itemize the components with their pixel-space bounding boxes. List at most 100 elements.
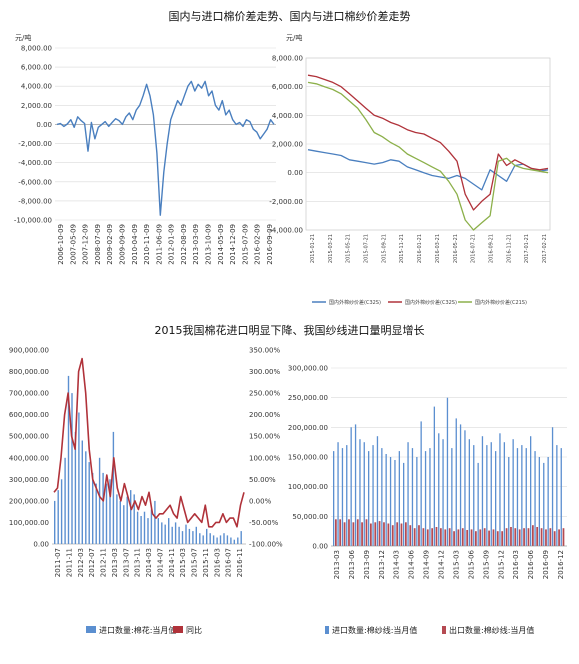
- cotton-import-bar: [226, 535, 229, 544]
- yarn-trade-export-bar: [510, 527, 512, 546]
- yarn-spread-x-tick: 2016-03-21: [435, 234, 441, 263]
- yarn-trade-legend-swatch: [325, 626, 329, 634]
- cotton-spread-y-tick: -6,000.00: [18, 178, 52, 186]
- yarn-trade-export-bar: [479, 529, 482, 546]
- cotton-import-y-tick: 700,000.00: [9, 390, 49, 398]
- yarn-trade-export-bar: [426, 529, 429, 546]
- yarn-spread-x-tick: 2017-01-21: [524, 234, 530, 263]
- yarn-trade-export-bar: [562, 528, 565, 546]
- cotton-spread-plot-frame: [55, 48, 276, 220]
- yarn-trade-export-bar: [532, 525, 534, 546]
- cotton-import-bar: [98, 457, 101, 544]
- cotton-import-y-tick: 900,000.00: [9, 347, 49, 355]
- cotton-import-bar: [230, 537, 232, 544]
- yarn-trade-export-bar: [475, 531, 477, 546]
- cotton-import-bar: [195, 526, 197, 544]
- cotton-import-y2-tick: -100.00%: [249, 541, 283, 549]
- cotton-spread-y-tick: 6,000.00: [21, 64, 52, 72]
- yarn-trade-import-bar: [442, 439, 444, 546]
- cotton-spread-unit: 元/吨: [15, 33, 31, 42]
- yarn-trade-export-bar: [378, 521, 381, 546]
- yarn-spread-series-line-1: [307, 74, 549, 211]
- yarn-trade-export-bar: [400, 523, 403, 546]
- yarn-spread-x-tick: 2015-03-21: [328, 234, 334, 263]
- cotton-spread-x-tick: 2015-07-09: [241, 224, 249, 265]
- yarn-trade-export-bar: [396, 522, 399, 546]
- yarn-trade-import-bar: [407, 442, 409, 546]
- yarn-trade-export-bar: [536, 527, 539, 546]
- cotton-import-bar: [185, 524, 187, 544]
- yarn-trade-x-tick: 2014-09: [423, 550, 431, 579]
- cotton-import-x-tick: 2014-11: [168, 548, 176, 577]
- yarn-trade-export-bar: [339, 519, 342, 546]
- yarn-trade-export-bar: [514, 528, 517, 546]
- cotton-spread-x-tick: 2009-09-09: [118, 224, 126, 265]
- yarn-trade-x-tick: 2013-03: [333, 550, 341, 579]
- cotton-import-x-tick: 2011-11: [65, 548, 73, 577]
- cotton-import-bar: [112, 431, 115, 544]
- cotton-import-bar: [171, 526, 173, 544]
- cotton-spread-y-tick: 4,000.00: [21, 83, 52, 91]
- cotton-import-bar: [209, 533, 211, 544]
- yarn-trade-export-bar: [361, 522, 363, 546]
- cotton-import-bar: [109, 479, 111, 544]
- cotton-import-x-tick: 2015-03: [179, 548, 187, 577]
- yarn-trade-legend-label: 进口数量:棉纱线:当月值: [332, 625, 417, 635]
- yarn-trade-export-bar: [374, 522, 377, 546]
- yarn-trade-export-bar: [453, 531, 455, 546]
- cotton-import-y-tick: 0.00: [33, 541, 49, 549]
- yarn-spread-x-tick: 2016-09-21: [488, 234, 494, 263]
- yarn-spread-y-tick: -2,000.00: [269, 198, 303, 206]
- yarn-trade-export-bar: [356, 519, 359, 546]
- cotton-spread-x-tick: 2012-08-09: [180, 224, 188, 265]
- yarn-trade-y-tick: 300,000.00: [288, 365, 328, 373]
- yarn-trade-import-bar: [538, 457, 541, 546]
- cotton-import-y2-tick: 250.00%: [249, 390, 280, 398]
- bottom-title: 2015我国棉花进口明显下降、我国纱线进口量明显增长: [154, 324, 425, 337]
- yarn-trade-import-bar: [438, 433, 440, 546]
- cotton-import-bar: [188, 528, 191, 544]
- yarn-trade-export-bar: [365, 519, 368, 546]
- yarn-trade-y-tick: 50,000.00: [292, 513, 328, 521]
- cotton-spread-x-tick: 2006-10-09: [57, 224, 65, 265]
- yarn-trade-import-bar: [459, 424, 462, 546]
- cotton-import-x-tick: 2013-03: [111, 548, 119, 577]
- yarn-trade-import-bar: [551, 427, 554, 546]
- cotton-import-y-tick: 400,000.00: [9, 454, 49, 462]
- yarn-trade-x-tick: 2014-03: [393, 550, 401, 579]
- yarn-trade-import-bar: [486, 445, 488, 546]
- yarn-trade-import-bar: [363, 442, 365, 546]
- cotton-spread-x-tick: 2014-05-09: [217, 224, 225, 265]
- yarn-trade-export-bar: [466, 530, 469, 546]
- cotton-import-bar: [174, 522, 177, 544]
- yarn-trade-import-bar: [433, 406, 436, 546]
- yarn-spread-x-tick: 2015-09-21: [381, 234, 387, 263]
- yarn-trade-export-bar: [413, 528, 416, 546]
- cotton-spread-x-tick: 2009-02-09: [106, 224, 114, 265]
- yarn-trade-export-bar: [501, 531, 504, 546]
- yarn-trade-export-bar: [335, 519, 337, 546]
- yarn-trade-export-bar: [505, 528, 508, 546]
- yarn-trade-import-bar: [411, 448, 414, 546]
- cotton-import-y-tick: 100,000.00: [9, 519, 49, 527]
- yarn-trade-export-bar: [549, 528, 552, 546]
- yarn-trade-import-bar: [521, 445, 523, 546]
- yarn-trade-import-bar: [530, 436, 532, 546]
- yarn-spread-series-line-2: [307, 81, 549, 231]
- yarn-spread-x-tick: 2016-01-21: [417, 234, 423, 263]
- cotton-import-bar: [102, 472, 104, 544]
- yarn-trade-import-bar: [516, 448, 519, 546]
- yarn-trade-x-tick: 2013-06: [348, 549, 356, 579]
- cotton-import-bar: [219, 535, 222, 544]
- yarn-trade-x-tick: 2016-03: [512, 550, 520, 579]
- cotton-import-x-tick: 2011-07: [54, 548, 62, 577]
- yarn-spread-y-tick: 4,000.00: [272, 112, 303, 120]
- cotton-import-bar: [181, 531, 184, 544]
- yarn-spread-x-tick: 2016-07-21: [471, 234, 477, 263]
- cotton-import-legend-label: 进口数量:棉花:当月值: [99, 625, 176, 635]
- yarn-trade-import-bar: [333, 451, 335, 546]
- cotton-import-bar: [54, 500, 56, 544]
- yarn-spread-y-tick: 8,000.00: [272, 55, 303, 63]
- yarn-trade-x-tick: 2013-09: [363, 550, 371, 579]
- yarn-trade-export-bar: [352, 522, 355, 546]
